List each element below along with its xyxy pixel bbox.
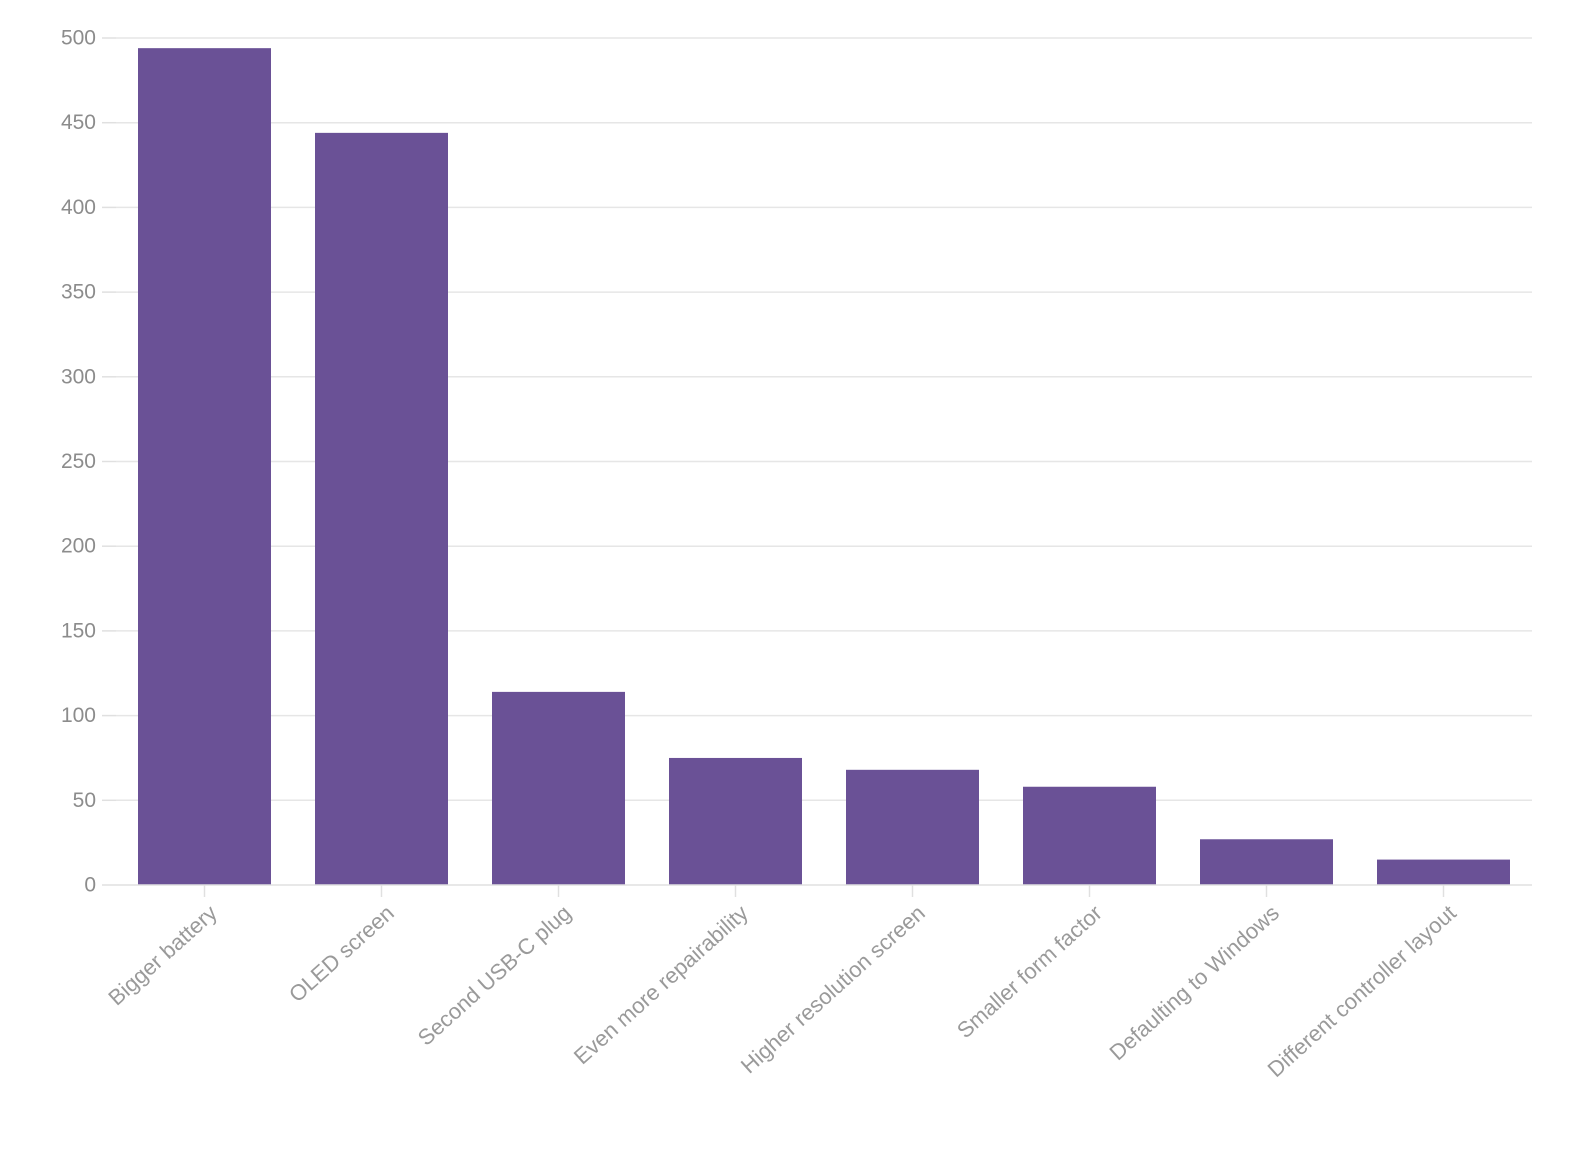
y-tick-label: 50	[73, 789, 96, 812]
y-tick-label: 450	[61, 111, 96, 134]
bar	[138, 48, 271, 885]
bar	[315, 132, 448, 885]
x-tick-label: Higher resolution screen	[736, 900, 930, 1078]
y-tick-label: 400	[61, 196, 96, 219]
y-axis: 0 50 100 150 200 250 300 350 400 450 500	[61, 27, 116, 897]
bar	[1023, 786, 1156, 885]
x-tick-label: Different controller layout	[1263, 900, 1461, 1082]
bar	[1377, 859, 1510, 885]
y-tick-label: 200	[61, 535, 96, 558]
y-tick-label: 150	[61, 619, 96, 642]
x-tick-label: Even more repairability	[569, 900, 753, 1069]
bars	[138, 48, 1510, 885]
x-tick-label: Smaller form factor	[952, 900, 1107, 1043]
y-tick-label: 250	[61, 450, 96, 473]
y-tick-label: 100	[61, 704, 96, 727]
bar	[669, 757, 802, 885]
y-tick-label: 350	[61, 281, 96, 304]
y-tick-label: 500	[61, 27, 96, 50]
y-tick-label: 300	[61, 365, 96, 388]
x-tick-label: Second USB-C plug	[413, 900, 576, 1050]
x-tick-label: Bigger battery	[103, 900, 222, 1010]
x-axis: Bigger battery OLED screen Second USB-C pl…	[103, 884, 1532, 1082]
bar	[492, 691, 625, 885]
bar	[1200, 839, 1333, 885]
y-tick-label: 0	[84, 874, 96, 897]
x-tick-label: Defaulting to Windows	[1104, 900, 1283, 1065]
bar	[846, 769, 979, 885]
x-tick-label: OLED screen	[284, 900, 399, 1007]
